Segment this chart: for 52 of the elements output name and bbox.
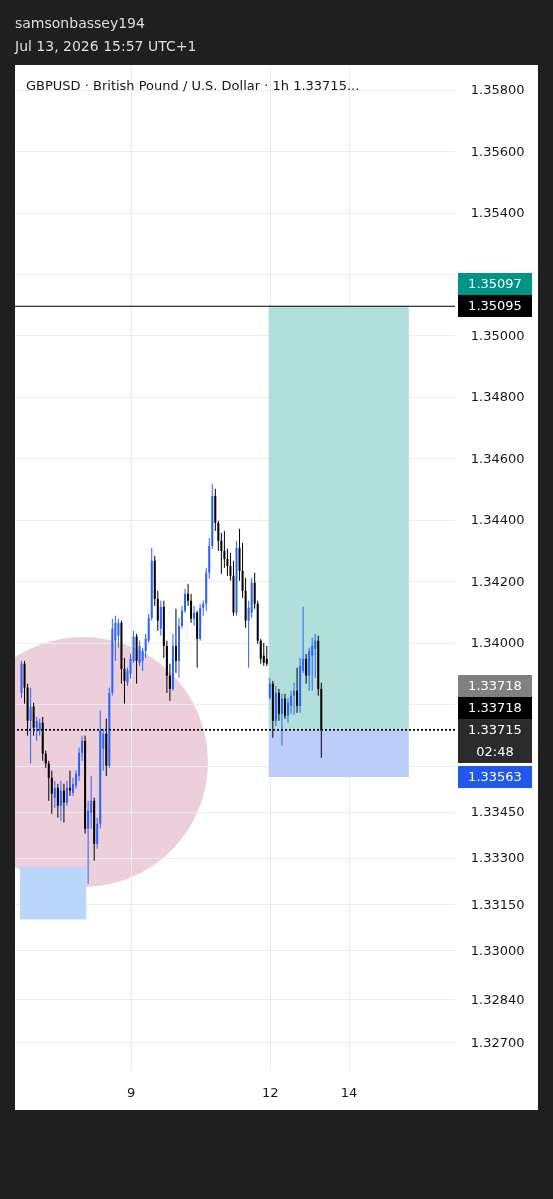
candlestick bbox=[193, 605, 196, 627]
candlestick bbox=[262, 642, 265, 667]
candlestick bbox=[56, 783, 59, 819]
text: Jul 13, 2026 15:57 UTC+1 bbox=[15, 37, 197, 56]
x-tick-label: 14 bbox=[340, 1084, 358, 1100]
candlestick bbox=[277, 688, 280, 722]
price-tag: 1.33715 bbox=[458, 719, 532, 742]
y-tick-label: 1.33150 bbox=[470, 896, 525, 912]
candlestick bbox=[283, 693, 286, 720]
candlestick bbox=[296, 667, 299, 714]
text: samsonbassey194 bbox=[15, 14, 146, 33]
candlestick bbox=[280, 693, 283, 747]
y-tick-label: 1.35600 bbox=[470, 143, 525, 159]
y-tick-label: 1.34200 bbox=[470, 573, 525, 589]
candlestick bbox=[311, 637, 314, 692]
y-tick-label: 1.33300 bbox=[470, 850, 525, 866]
y-tick-label: 1.34600 bbox=[470, 450, 525, 466]
candlestick bbox=[305, 653, 308, 685]
candlestick bbox=[62, 783, 65, 824]
y-tick-label: 1.35800 bbox=[470, 82, 525, 98]
price-tag: 1.33563 bbox=[458, 766, 532, 789]
candlestick bbox=[29, 687, 32, 765]
y-tick-label: 1.33450 bbox=[470, 804, 525, 820]
y-tick-label: 1.32840 bbox=[470, 991, 525, 1007]
price-tag: 1.35095 bbox=[458, 295, 532, 318]
price-tag: 1.33718 bbox=[458, 697, 532, 720]
y-tick-label: 1.35000 bbox=[470, 327, 525, 343]
price-tag: 1.33718 bbox=[458, 675, 532, 698]
candlestick bbox=[293, 682, 296, 716]
price-tag: 1.35097 bbox=[458, 273, 532, 296]
candlestick bbox=[35, 716, 38, 742]
candlestick bbox=[174, 608, 177, 674]
candlestick bbox=[65, 780, 68, 807]
y-tick-label: 1.35400 bbox=[470, 205, 525, 221]
candlestick bbox=[268, 677, 271, 701]
candlestick bbox=[59, 780, 62, 822]
candlestick bbox=[159, 600, 162, 637]
candlestick bbox=[265, 645, 268, 667]
y-tick-label: 1.34800 bbox=[470, 389, 525, 405]
candlestick bbox=[117, 618, 120, 649]
y-tick-label: 1.34400 bbox=[470, 512, 525, 528]
text: GBPUSD · British Pound / U.S. Dollar · 1h 1.33715... bbox=[26, 78, 360, 93]
x-tick-label: 12 bbox=[262, 1084, 279, 1100]
price-tag: 02:48 bbox=[458, 741, 532, 764]
candlestick bbox=[138, 640, 141, 667]
y-tick-label: 1.32700 bbox=[470, 1034, 525, 1050]
y-tick-label: 1.33000 bbox=[470, 942, 525, 958]
candlestick bbox=[87, 800, 90, 885]
candlestick bbox=[53, 780, 56, 809]
y-tick-label: 1.34000 bbox=[470, 635, 525, 651]
candlestick bbox=[68, 770, 71, 797]
x-tick-label: 9 bbox=[126, 1084, 136, 1100]
